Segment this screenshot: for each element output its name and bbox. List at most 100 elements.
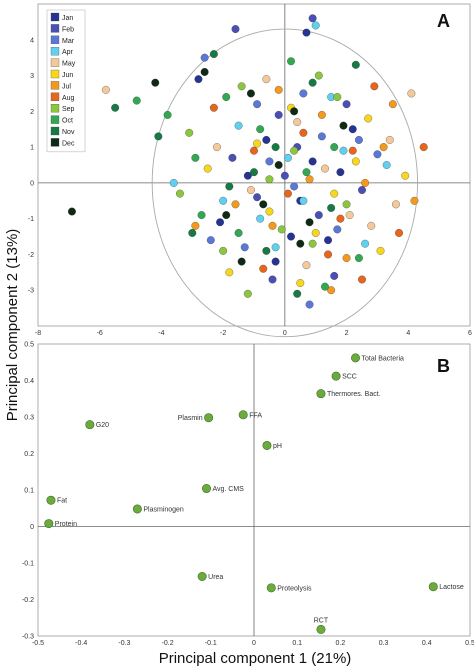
panel-b-axes [38,344,470,636]
panel-a-legend-swatch [50,126,60,136]
panel-b-point [238,410,248,420]
panel-a-point-dec [246,89,255,98]
panel-a-point-mar [317,132,326,141]
panel-b-point-label: Proteolysis [277,585,312,592]
panel-b-x-tick-label: -0.5 [32,640,44,647]
panel-a-point-may [391,200,400,209]
panel-a-point-mar [373,150,382,159]
panel-a-point-mar [206,236,215,245]
panel-a-point-dec [200,68,209,76]
panel-a-point-sep [265,175,274,184]
panel-b-point-label: Total Bacteria [362,355,405,362]
panel-a-y-tick-label: 4 [30,37,34,44]
panel-a-legend-label: Sep [62,106,75,113]
panel-a-y-tick-label: -1 [28,216,34,223]
panel-a-point-may [246,186,255,194]
panel-b-point [316,389,326,399]
panel-a-point-nov [111,103,120,112]
panel-b-y-tick-label: 0.2 [24,451,34,458]
panel-a-legend-swatch [50,12,60,22]
panel-b-ticks: -0.5 -0.4 -0.3 -0.2 -0.1 0 0.1 0.2 0.3 0.4 0.5 -0.3… [22,342,474,648]
panel-b-point-label: Protein [55,521,77,528]
panel-a-point-nov [250,168,258,177]
panel-a-ticks: -8 -6 -4 -2 0 2 4 6 -3 -2 -1 0 1 2 3 4 [28,37,472,337]
panel-a-point-may [213,143,221,152]
panel-b-point [197,572,207,582]
panel-b-point-label: Lactose [439,584,464,591]
panel-a-point-oct [222,93,231,101]
panel-a-point-nov [262,246,271,255]
panel-b-point-label: Urea [208,574,223,581]
panel-a-point-aug [324,250,333,259]
panel-a-legend-swatch [50,115,60,124]
panel-a-point-jun [351,157,360,166]
panel-a-x-tick-label: 2 [345,330,349,337]
panel-a-legend-swatch [50,58,60,67]
panel-a-point-jan [287,232,295,241]
panel-a-point-jan [308,157,317,166]
panel-a-point-aug [370,82,379,91]
panel-a-point-aug [250,146,258,155]
panel-a-point-dec [151,78,160,87]
panel-a-point-jul [379,143,388,152]
panel-a-point-apr [169,178,178,187]
panel-b-x-tick-label: -0.1 [205,640,217,647]
panel-a-point-jun [330,189,339,198]
panel-a-point-feb [308,14,317,23]
panel-a-point-feb [228,153,237,162]
panel-a-legend-swatch [50,69,60,79]
panel-a-point-jan [336,168,345,177]
panel-a-point-aug [299,128,308,137]
panel-a-points [67,14,428,309]
panel-a-legend-label: Aug [62,95,75,102]
panel-a-point-jul [231,200,240,209]
panel-a-x-tick-label: -6 [97,330,103,337]
panel-a-legend-label: Dec [62,140,75,147]
panel-b-point-label: RCT [314,617,329,624]
panel-a-point-may [385,136,394,144]
panel-a-legend-swatch [50,81,60,90]
panel-a-x-tick-label: 0 [283,330,287,337]
panel-a-point-feb [274,110,283,119]
panel-a-point-oct [234,229,243,237]
panel-a-point-sep [277,225,286,234]
panel-a-point-feb [358,186,366,194]
panel-b-x-tick-label: 0 [252,640,256,647]
panel-a-point-jun [311,229,320,237]
panel-a-point-jan [194,75,203,84]
panel-a-point-aug [209,103,218,112]
panel-a-frame [37,3,471,327]
panel-a-point-dec [222,211,231,220]
panel-a-legend-label: Mar [62,38,75,45]
panel-b-y-tick-label: -0.1 [22,561,34,568]
panel-a-point-apr [271,243,280,252]
panel-a-x-tick-label: -2 [220,330,226,337]
panel-b-x-tick-label: 0.3 [379,640,389,647]
panel-a-point-aug [358,275,366,284]
panel-a-point-sep [219,246,228,255]
panel-a-point-mar [200,53,209,62]
panel-a-point-feb [253,193,262,202]
panel-a-point-apr [256,214,265,223]
x-axis-title: Principal component 1 (21%) [159,650,352,667]
panel-a-point-sep [175,189,184,198]
panel-a-point-jul [361,178,370,187]
panel-a-point-apr [283,153,292,162]
panel-a-point-may [367,221,376,230]
panel-a-point-nov [327,203,336,212]
panel-a-point-apr [234,121,243,130]
panel-a-point-may [407,89,416,98]
panel-a-point-mar [265,157,274,166]
panel-b-x-tick-label: 0.1 [292,640,302,647]
panel-b-point-label: pH [273,443,282,450]
panel-a-x-tick-label: 6 [468,330,472,337]
panel-a-point-nov [154,132,163,141]
panel-b-point [331,371,341,381]
panel-a-point-apr [299,196,308,205]
panel-a-point-sep [342,200,351,209]
panel-a-legend-swatch [50,138,60,147]
panel-a-legend-label: Jan [62,15,73,22]
panel-a-point-aug [348,146,357,155]
panel-a-point-nov [308,78,317,87]
panel-a-point-jul [268,221,277,230]
